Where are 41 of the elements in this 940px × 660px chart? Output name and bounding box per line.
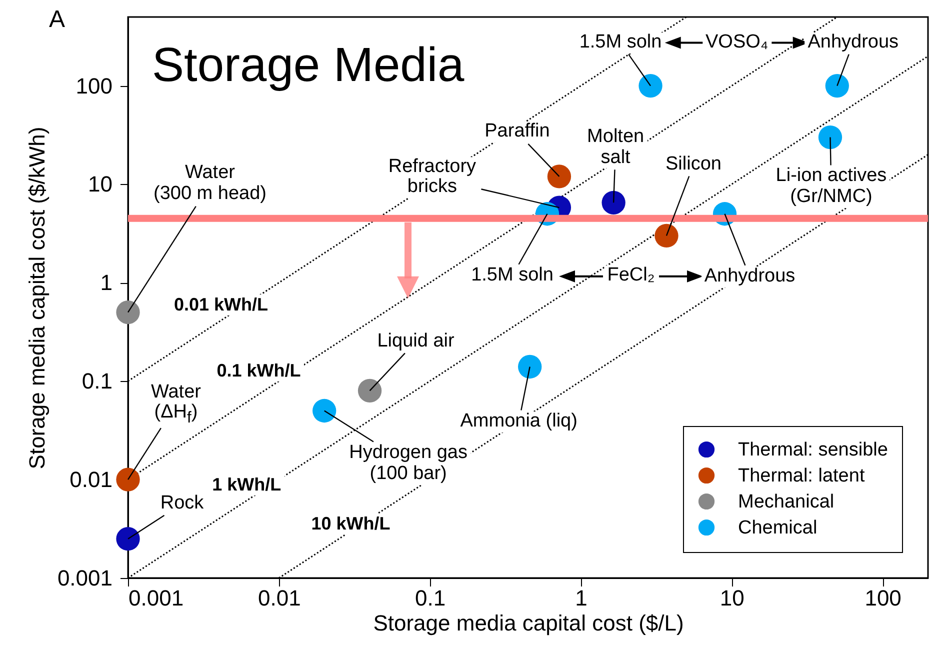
series-label: 0.01 kWh/L bbox=[170, 294, 272, 316]
annotation: Water (300 m head) bbox=[150, 162, 270, 206]
annotation: Liquid air bbox=[374, 330, 458, 352]
legend-label: Thermal: latent bbox=[738, 466, 866, 486]
y-tick-label: 10 bbox=[88, 172, 112, 197]
x-tick-label: 10 bbox=[720, 586, 744, 610]
y-tick-label: 100 bbox=[76, 73, 112, 98]
y-tick-label: 0.001 bbox=[57, 566, 112, 590]
annotation: Silicon bbox=[662, 153, 724, 176]
y-tick-label: 1 bbox=[100, 270, 112, 296]
annotation: Ammonia (liq) bbox=[457, 410, 580, 432]
x-tick-label: 100 bbox=[864, 586, 902, 610]
legend-label: Thermal: sensible bbox=[738, 440, 888, 460]
legend-label: Chemical bbox=[738, 518, 818, 538]
series-label: 1 kWh/L bbox=[209, 474, 284, 496]
annotation: Refractory bricks bbox=[385, 156, 480, 198]
chart-title: Storage Media bbox=[152, 38, 464, 93]
x-tick-label: 0.001 bbox=[128, 586, 184, 610]
annotation: Molten salt bbox=[584, 126, 648, 169]
legend-label: Mechanical bbox=[738, 492, 834, 512]
annotation: Rock bbox=[157, 492, 207, 514]
x-tick-label: 1 bbox=[575, 586, 588, 610]
x-tick-label: 0.1 bbox=[415, 586, 446, 610]
annotation: Hydrogen gas (100 bar) bbox=[346, 442, 470, 485]
y-axis-title: Storage media capital cost ($/kWh) bbox=[24, 126, 50, 470]
annotation: Anhydrous bbox=[804, 31, 902, 54]
annotation: Paraffin bbox=[482, 120, 553, 143]
x-axis-title: Storage media capital cost ($/L) bbox=[373, 610, 684, 636]
annotation: 1.5M soln bbox=[576, 31, 665, 54]
annotation: VOSO₄ bbox=[702, 31, 772, 54]
annotation: Water (ΔH$_{f}$) bbox=[148, 381, 204, 428]
y-tick-label: 0.01 bbox=[70, 467, 112, 492]
annotation: 1.5M soln bbox=[468, 264, 556, 286]
series-label: 0.1 kWh/L bbox=[214, 360, 304, 382]
annotation: Anhydrous bbox=[701, 265, 798, 288]
x-tick-label: 0.01 bbox=[258, 586, 301, 610]
text: A bbox=[46, 6, 68, 34]
y-tick-label: 0.1 bbox=[82, 368, 112, 394]
annotation: FeCl₂ bbox=[604, 264, 658, 287]
annotation: Li-ion actives (Gr/NMC) bbox=[772, 165, 890, 208]
series-label: 10 kWh/L bbox=[308, 513, 394, 534]
